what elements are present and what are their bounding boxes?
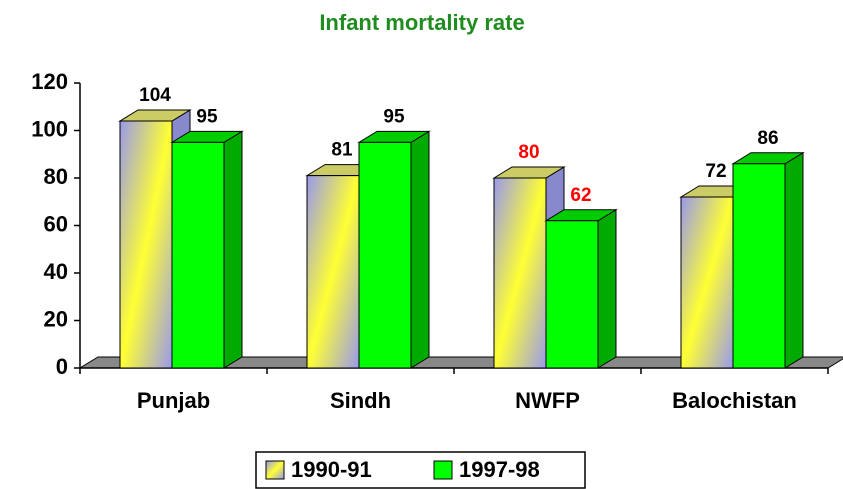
- y-tick-label: 40: [44, 259, 68, 284]
- legend-swatch: [265, 460, 285, 480]
- y-tick-label: 20: [44, 306, 68, 331]
- y-tick-label: 80: [44, 164, 68, 189]
- x-tick-label: Sindh: [330, 388, 391, 413]
- y-tick-label: 60: [44, 211, 68, 236]
- data-label: 95: [196, 106, 218, 127]
- bar: [732, 163, 786, 369]
- bar: [545, 220, 599, 369]
- bar: [680, 196, 734, 369]
- x-tick-label: NWFP: [515, 388, 580, 413]
- data-label: 72: [705, 161, 726, 182]
- legend-label: 1990-91: [291, 457, 372, 482]
- data-label: 62: [570, 185, 591, 206]
- x-tick-label: Balochistan: [672, 388, 797, 413]
- bar: [119, 120, 173, 369]
- bar: [171, 141, 225, 369]
- bar-side: [597, 208, 617, 369]
- data-label: 80: [518, 142, 539, 163]
- data-label: 81: [331, 140, 353, 161]
- legend-swatch: [433, 460, 453, 480]
- bar-side: [784, 151, 804, 369]
- chart-title: Infant mortality rate: [319, 10, 524, 35]
- bar-side: [410, 130, 430, 369]
- bar-side: [223, 130, 243, 369]
- data-label: 95: [383, 106, 405, 127]
- y-tick-label: 120: [31, 69, 68, 94]
- bar: [306, 175, 360, 369]
- legend-box: [255, 451, 586, 489]
- y-tick-label: 0: [56, 354, 68, 379]
- bar: [493, 177, 547, 369]
- x-tick-label: Punjab: [137, 388, 210, 413]
- data-label: 104: [139, 85, 171, 106]
- y-tick-label: 100: [31, 116, 68, 141]
- bar: [358, 141, 412, 369]
- data-label: 86: [757, 128, 778, 149]
- legend-label: 1997-98: [459, 457, 540, 482]
